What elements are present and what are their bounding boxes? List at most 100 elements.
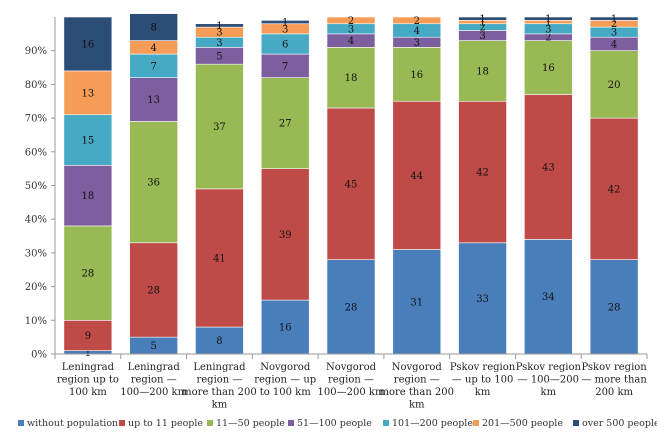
- legend-item: over 500 people: [573, 418, 657, 429]
- bar-data-label: 5: [150, 341, 156, 352]
- bar-data-label: 3: [348, 24, 354, 35]
- bar-data-label: 31: [410, 297, 423, 308]
- bar-segment: [129, 13, 178, 41]
- bar-segment: [589, 50, 639, 119]
- legend-label: 201—500 people: [482, 418, 563, 429]
- bar-data-label: 36: [147, 178, 160, 189]
- bar-segment: [589, 117, 639, 260]
- bar-data-label: 1: [479, 14, 485, 25]
- bar-segment: [63, 114, 113, 166]
- legend-swatch: [119, 420, 125, 426]
- bar-data-label: 3: [216, 38, 222, 49]
- bar-data-label: 33: [476, 294, 489, 305]
- bar-data-label: 16: [542, 63, 555, 74]
- bar-data-label: 9: [85, 331, 91, 342]
- bar-data-label: 3: [414, 38, 420, 49]
- legend: without population up to 11 people 11—50 p…: [18, 418, 657, 429]
- x-category-label-line: km: [212, 400, 228, 411]
- bar-data-label: 16: [279, 323, 292, 334]
- bar-segment: [63, 16, 113, 72]
- bar-data-label: 1: [85, 348, 91, 359]
- bar-segment: [63, 164, 113, 227]
- y-tick-label: 50%: [25, 181, 47, 192]
- x-category-label-line: more than 200: [182, 387, 257, 398]
- bar-segment: [326, 47, 376, 109]
- x-category-label: Pskov region — 100—200 km: [516, 362, 582, 398]
- legend-label: 11—50 people: [216, 418, 285, 429]
- bar-data-label: 15: [82, 136, 95, 147]
- bar-data-label: 4: [348, 36, 354, 47]
- bar-data-label: 13: [82, 88, 95, 99]
- x-category-label: Leningrad region up to 100 km: [57, 362, 119, 398]
- bar-data-label: 13: [147, 95, 160, 106]
- legend-swatch: [573, 420, 579, 426]
- x-category-label-line: more than 200: [380, 387, 455, 398]
- bar-data-label: 3: [479, 31, 485, 42]
- bar-data-label: 34: [542, 292, 555, 303]
- bar-data-label: 7: [150, 61, 156, 72]
- legend-swatch: [288, 420, 294, 426]
- x-category-label-line: Leningrad: [193, 362, 246, 373]
- bar-segment: [63, 70, 113, 116]
- x-category-label-line: 100—200 km: [120, 387, 187, 398]
- y-tick-label: 30%: [25, 248, 47, 259]
- x-category-label-line: Novgorod: [392, 362, 443, 373]
- x-category-label: Pskov region — up to 100 km: [450, 362, 516, 398]
- bar-data-label: 7: [282, 61, 288, 72]
- bar-data-label: 3: [216, 28, 222, 39]
- bar-data-label: 4: [611, 39, 617, 50]
- bar-segment: [195, 63, 244, 190]
- x-category-label-line: km: [409, 400, 425, 411]
- x-category-label-line: Pskov region: [581, 362, 647, 373]
- bar-data-label: 3: [282, 24, 288, 35]
- bar-segment: [260, 20, 310, 25]
- bars: 1928181513165283613748841375331163927763…: [63, 13, 639, 359]
- x-category-label-line: Leningrad: [128, 362, 181, 373]
- bar-data-label: 20: [608, 80, 621, 91]
- bar-segment: [195, 23, 244, 28]
- legend-item: up to 11 people: [119, 418, 203, 429]
- bar-segment: [63, 225, 113, 321]
- x-category-label-line: region —: [394, 375, 440, 386]
- x-category-label-line: km: [475, 387, 491, 398]
- bar-data-label: 2: [545, 33, 551, 44]
- bar-data-label: 3: [611, 28, 617, 39]
- bar-data-label: 2: [348, 16, 354, 27]
- bar-segment: [260, 299, 310, 355]
- bar-segment: [392, 249, 442, 355]
- bar-segment: [589, 259, 639, 355]
- x-category-label-line: — up to 100: [452, 375, 514, 386]
- legend-item: 101—200 people: [383, 418, 473, 429]
- bar-data-label: 3: [545, 24, 551, 35]
- bar-segment: [129, 121, 178, 244]
- bar-segment: [524, 239, 573, 355]
- bar-segment: [458, 16, 507, 21]
- x-category-label-line: Leningrad: [62, 362, 115, 373]
- bar-data-label: 28: [608, 302, 621, 313]
- x-category-label: Pskov region — more than 200 km: [581, 362, 647, 398]
- bar-data-label: 44: [410, 171, 423, 182]
- x-category-label: Novgorod region —100—200 km: [318, 362, 385, 398]
- bar-data-label: 28: [345, 302, 358, 313]
- x-category-label-line: — 100—200: [518, 375, 579, 386]
- y-tick-label: 0%: [31, 350, 47, 361]
- x-category-label-line: region —: [196, 375, 242, 386]
- legend-item: 201—500 people: [473, 418, 563, 429]
- bar-data-label: 28: [147, 285, 160, 296]
- bar-segment: [524, 94, 573, 240]
- x-category-label-line: 100—200 km: [318, 387, 385, 398]
- y-tick-label: 70%: [25, 114, 47, 125]
- bar-segment: [392, 100, 442, 250]
- y-tick-label: 20%: [25, 282, 47, 293]
- legend-item: 11—50 people: [207, 418, 285, 429]
- bar-data-label: 16: [82, 39, 95, 50]
- bar-data-label: 37: [213, 122, 226, 133]
- x-category-label-line: km: [541, 387, 557, 398]
- bar-segment: [260, 77, 310, 169]
- x-category-label-line: to 100 km: [260, 387, 312, 398]
- bar-data-label: 18: [345, 73, 358, 84]
- bar-data-label: 28: [82, 269, 95, 280]
- legend-item: without population: [18, 418, 118, 429]
- legend-label: up to 11 people: [128, 418, 203, 429]
